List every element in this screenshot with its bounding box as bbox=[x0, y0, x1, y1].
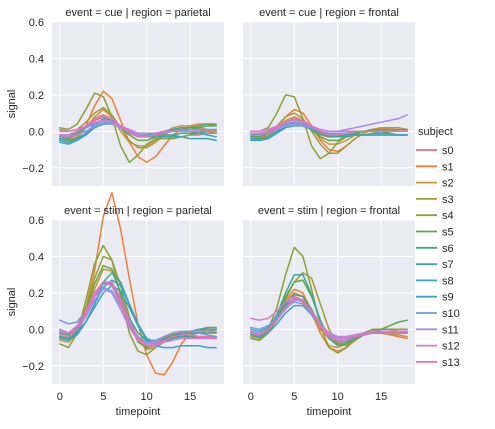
legend-label: s5 bbox=[442, 227, 454, 239]
x-tick-label: 15 bbox=[375, 391, 387, 403]
legend-label: s0 bbox=[442, 145, 454, 157]
legend-label: s4 bbox=[442, 210, 454, 222]
y-tick-label: −0.2 bbox=[22, 163, 44, 175]
panel-title: event = stim | region = parietal bbox=[64, 205, 212, 217]
series-line-s13 bbox=[250, 297, 408, 342]
y-tick-label: 0.6 bbox=[29, 215, 44, 227]
x-tick-label: 5 bbox=[291, 391, 297, 403]
x-tick-label: 0 bbox=[57, 391, 63, 403]
y-tick-label: 0.4 bbox=[29, 251, 44, 263]
legend-label: s13 bbox=[442, 357, 460, 369]
x-tick-label: 5 bbox=[100, 391, 106, 403]
plot-area bbox=[243, 220, 415, 384]
y-tick-label: 0.0 bbox=[29, 126, 44, 138]
series-line-s13 bbox=[59, 281, 217, 347]
x-tick-label: 10 bbox=[141, 391, 153, 403]
y-tick-label: 0.2 bbox=[29, 90, 44, 102]
y-tick-label: 0.6 bbox=[29, 17, 44, 29]
legend-label: s7 bbox=[442, 259, 454, 271]
legend-label: s11 bbox=[442, 324, 459, 336]
y-axis-label: signal bbox=[6, 90, 18, 119]
series-line-s13 bbox=[250, 117, 408, 136]
series-line-s9 bbox=[59, 279, 217, 349]
plot-area bbox=[52, 22, 224, 186]
panel-title: event = cue | region = parietal bbox=[65, 7, 210, 19]
x-axis-label: timepoint bbox=[307, 406, 352, 418]
x-tick-label: 10 bbox=[332, 391, 344, 403]
x-tick-label: 0 bbox=[248, 391, 254, 403]
y-tick-label: 0.2 bbox=[29, 288, 44, 300]
legend-label: s3 bbox=[442, 194, 454, 206]
series-line-s13 bbox=[59, 114, 217, 138]
legend-label: s6 bbox=[442, 243, 454, 255]
y-axis-label: signal bbox=[6, 288, 18, 317]
plot-area bbox=[243, 22, 415, 186]
legend-label: s9 bbox=[442, 292, 454, 304]
legend-label: s8 bbox=[442, 275, 454, 287]
y-tick-label: 0.0 bbox=[29, 324, 44, 336]
series-line-s4 bbox=[59, 92, 217, 164]
legend-title: subject bbox=[418, 126, 453, 138]
facet-panel: event = cue | region = parietal −0.2 0.0 0.… bbox=[6, 7, 224, 186]
legend-label: s10 bbox=[442, 308, 460, 320]
panel-title: event = cue | region = frontal bbox=[259, 7, 399, 19]
x-axis-label: timepoint bbox=[116, 406, 161, 418]
y-tick-label: 0.4 bbox=[29, 53, 44, 65]
legend-label: s12 bbox=[442, 341, 460, 353]
plot-area bbox=[52, 220, 224, 384]
facet-panel: event = stim | region = frontal 0 5 10 15 tim… bbox=[243, 205, 415, 418]
facet-panel: event = stim | region = parietal −0.2 0.0 0… bbox=[6, 191, 224, 418]
series-line-s12 bbox=[250, 295, 408, 338]
legend-label: s2 bbox=[442, 178, 454, 190]
y-tick-label: −0.2 bbox=[22, 361, 44, 373]
legend: subject s0 s1 s2 s3 s4 s5 s6 s7 s8 s9 s10 s11 s12 s13 bbox=[416, 126, 460, 369]
facet-panel: event = cue | region = frontal bbox=[243, 7, 415, 186]
series-line-s12 bbox=[59, 281, 217, 347]
x-tick-label: 15 bbox=[184, 391, 196, 403]
legend-label: s1 bbox=[442, 161, 454, 173]
panel-title: event = stim | region = frontal bbox=[258, 205, 400, 217]
